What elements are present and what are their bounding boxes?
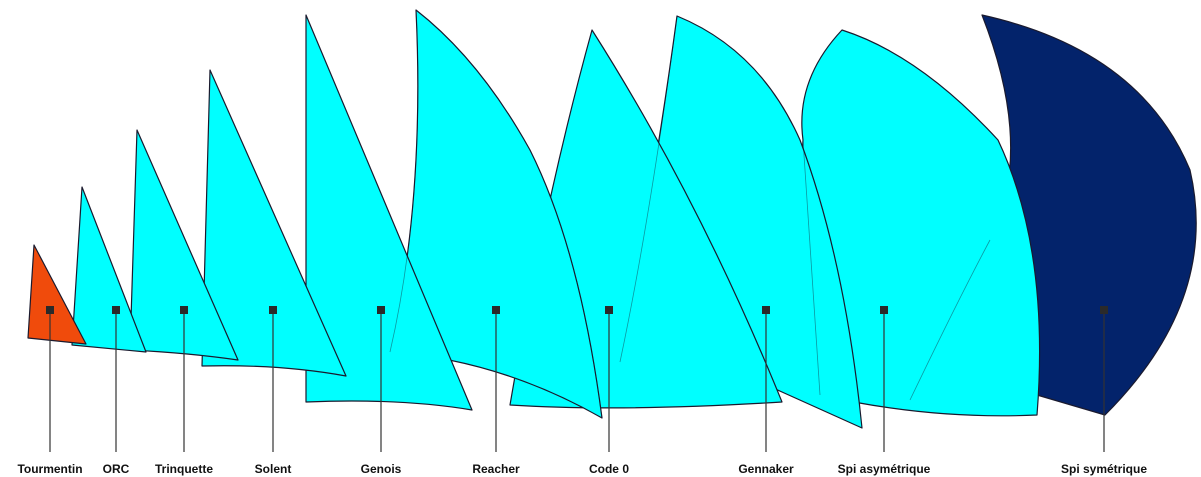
callout-spi-asymetrique: Spi asymétrique — [838, 306, 931, 476]
label-code0: Code 0 — [589, 462, 629, 476]
label-spi-asymetrique: Spi asymétrique — [838, 462, 931, 476]
overlap-edge — [802, 139, 821, 396]
callout-tourmentin: Tourmentin — [17, 306, 83, 476]
callout-orc: ORC — [103, 306, 130, 476]
overlap-edge — [529, 149, 603, 419]
callout-code0: Code 0 — [589, 306, 629, 476]
overlap-edge — [909, 239, 991, 401]
label-tourmentin: Tourmentin — [17, 462, 82, 476]
callout-solent: Solent — [255, 306, 292, 476]
marker — [377, 306, 385, 314]
sails-layer — [27, 9, 1197, 429]
marker — [492, 306, 500, 314]
label-trinquette: Trinquette — [155, 462, 213, 476]
sail-orc — [71, 186, 147, 353]
label-genois: Genois — [361, 462, 402, 476]
callout-gennaker: Gennaker — [738, 306, 794, 476]
label-spi-symetrique: Spi symétrique — [1061, 462, 1147, 476]
sail-tourmentin — [27, 244, 87, 345]
sail-spi-asymetrique — [800, 29, 1041, 417]
label-gennaker: Gennaker — [738, 462, 794, 476]
label-solent: Solent — [255, 462, 292, 476]
callout-trinquette: Trinquette — [155, 306, 213, 476]
labels-layer: Tourmentin ORC Trinquette Solent Genois … — [17, 306, 1147, 476]
marker — [269, 306, 277, 314]
marker — [762, 306, 770, 314]
callout-genois: Genois — [361, 306, 402, 476]
sail-solent — [201, 69, 347, 377]
callout-reacher: Reacher — [472, 306, 520, 476]
sail-genois — [305, 14, 473, 411]
callout-spi-symetrique: Spi symétrique — [1061, 306, 1147, 476]
marker — [1100, 306, 1108, 314]
overlap-edge — [619, 15, 678, 363]
marker — [605, 306, 613, 314]
sail-reacher — [389, 9, 603, 419]
marker — [880, 306, 888, 314]
overlap-edge — [389, 9, 419, 353]
marker — [180, 306, 188, 314]
marker — [112, 306, 120, 314]
label-reacher: Reacher — [472, 462, 520, 476]
label-orc: ORC — [103, 462, 130, 476]
marker — [46, 306, 54, 314]
